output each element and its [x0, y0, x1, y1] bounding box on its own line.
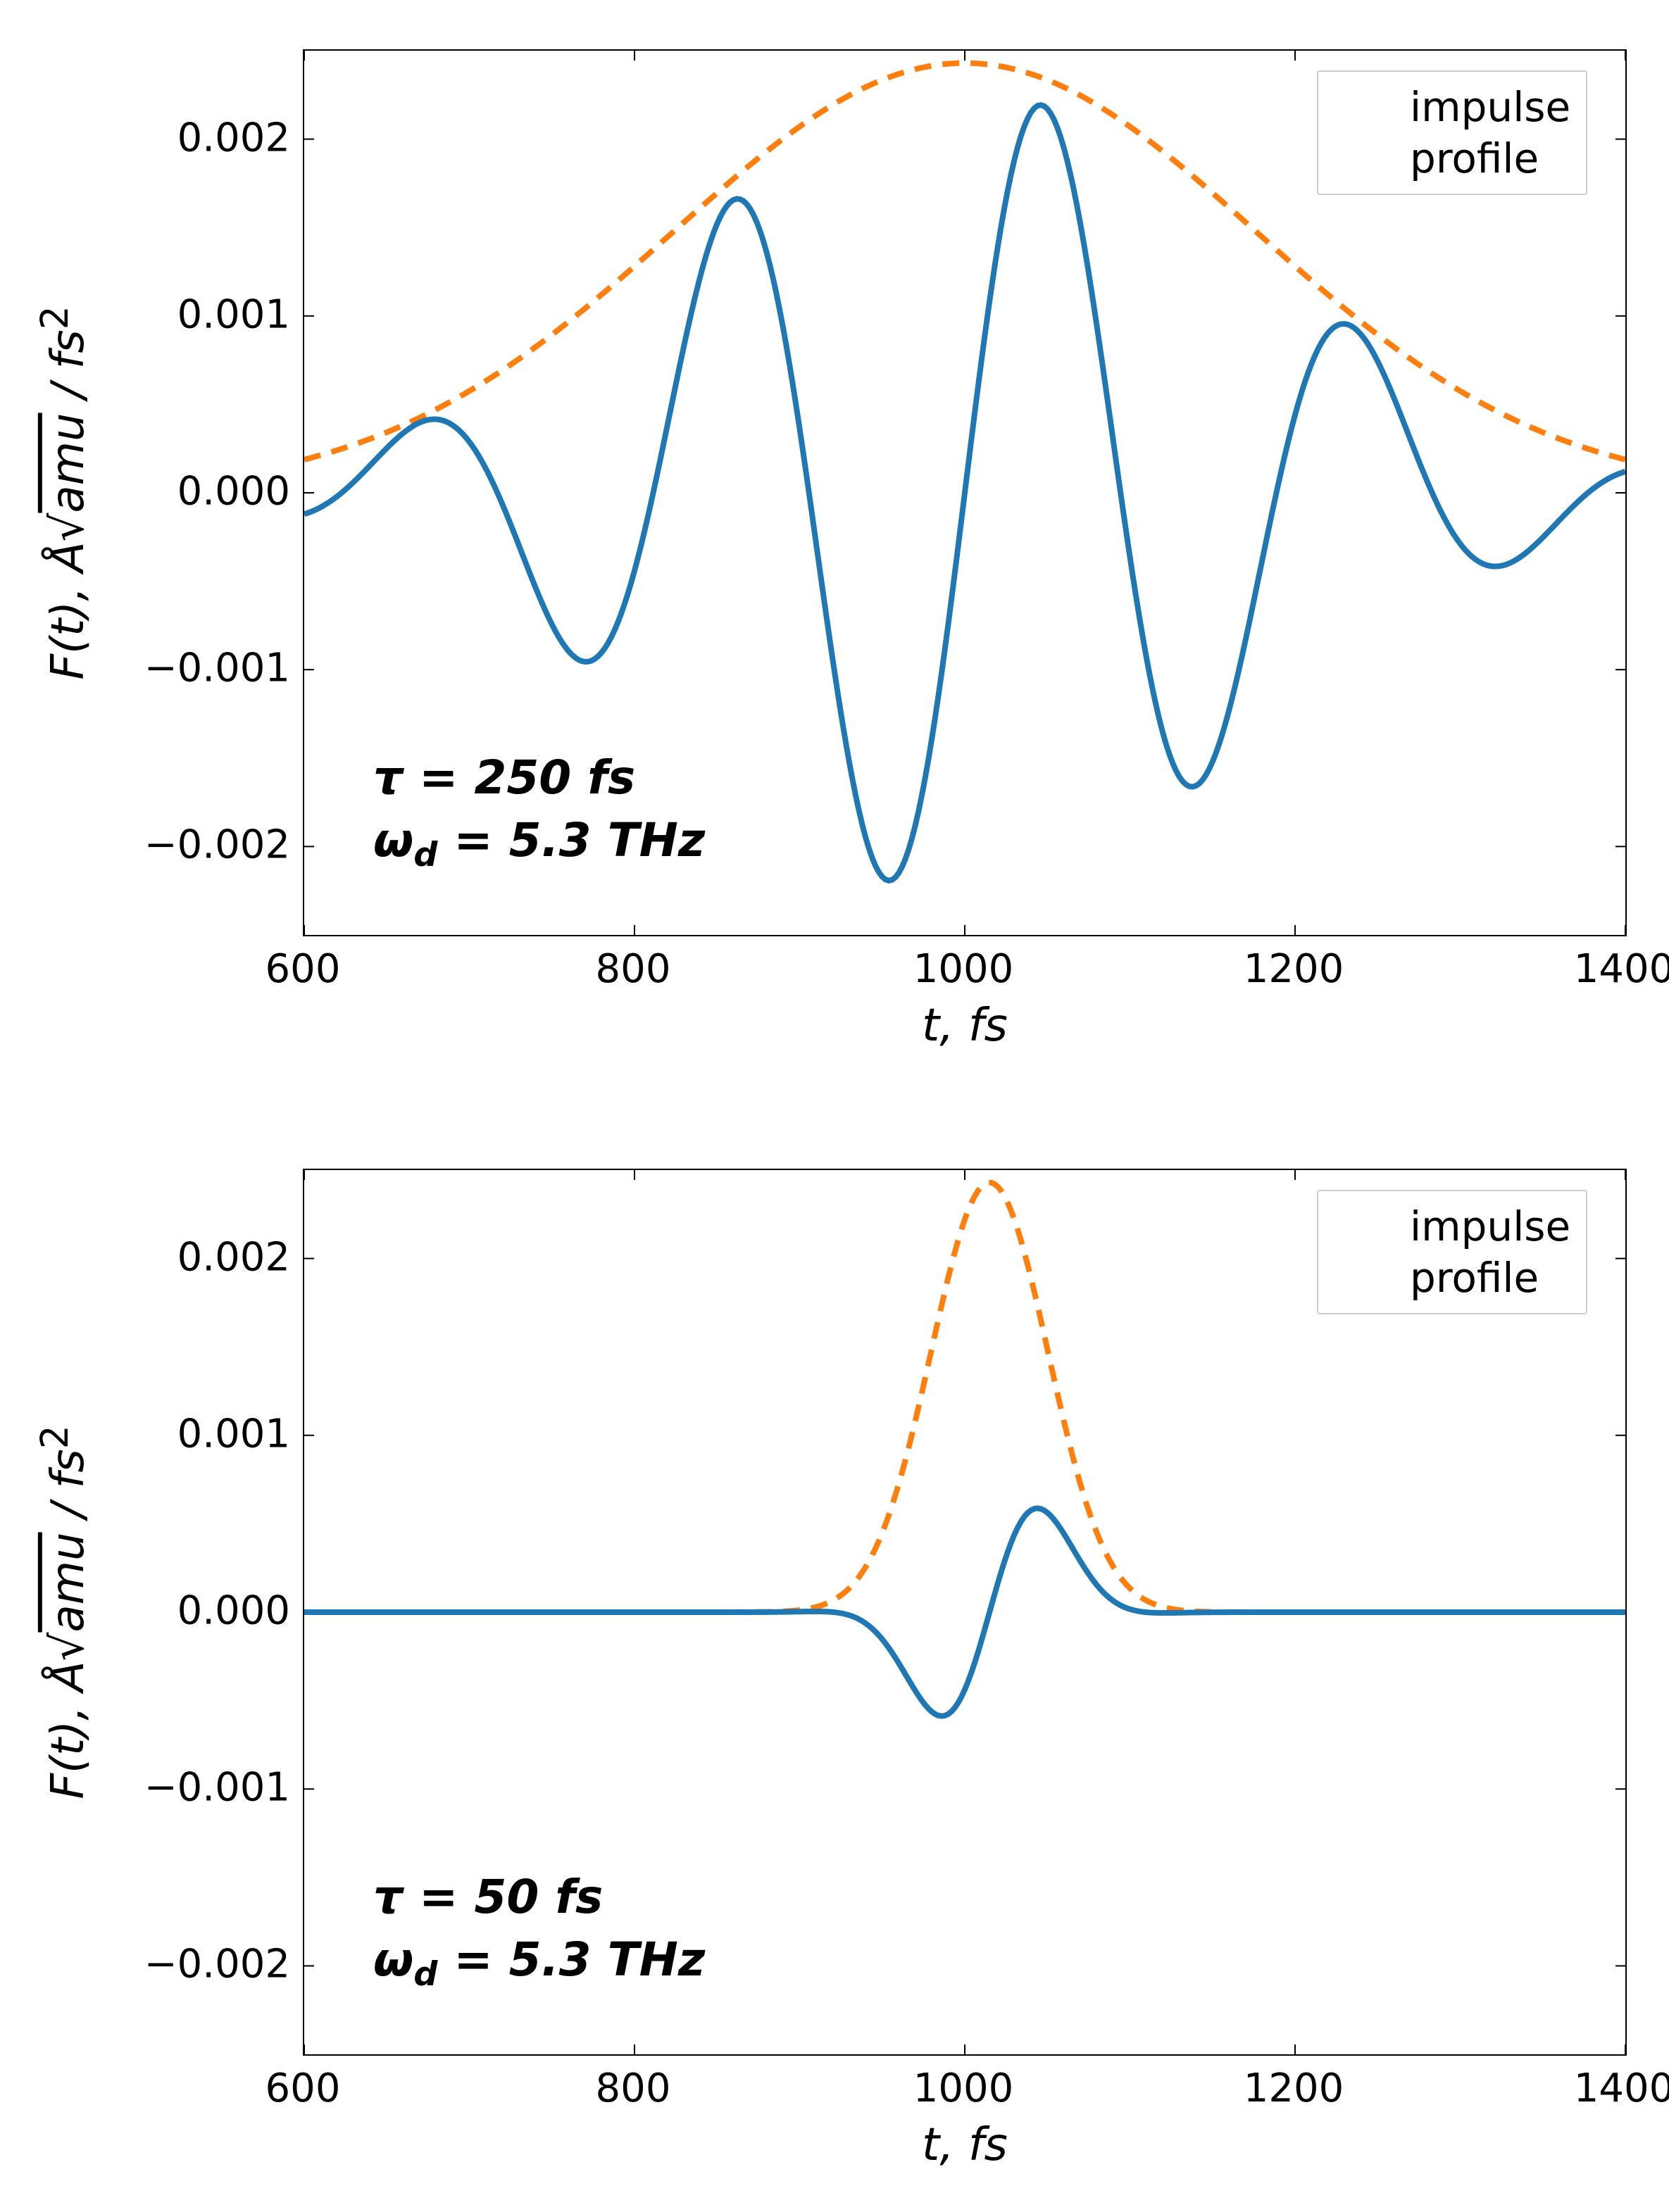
- legend-top: impulse profile: [1317, 70, 1587, 195]
- ytick-label: 0.002: [177, 115, 290, 161]
- annotation-omega-bottom: ωd = 5.3 THz: [373, 1928, 705, 1997]
- xtick-label: 1400: [1574, 2066, 1669, 2111]
- ytick-label: −0.002: [144, 822, 290, 868]
- panel-top: F(t), Å√amu / fs2 impulse: [0, 0, 1669, 1084]
- xtick-label: 800: [596, 946, 671, 992]
- legend-bottom: impulse profile: [1317, 1190, 1587, 1314]
- ylabel-bottom: F(t), Å√amu / fs2: [32, 1425, 94, 1799]
- ytick-label: 0.002: [177, 1234, 290, 1280]
- impulse-line-bottom: [304, 1508, 1625, 1716]
- ytick-label: 0.000: [177, 469, 290, 515]
- ylabel-top: F(t), Å√amu / fs2: [32, 306, 94, 679]
- xtick-label: 1200: [1244, 2066, 1344, 2111]
- legend-item-impulse: impulse: [1334, 82, 1570, 133]
- ytick-label: −0.002: [144, 1942, 290, 1987]
- legend-label-impulse: impulse: [1410, 82, 1570, 133]
- panel-bottom: F(t), Å√amu / fs2 impulse prof: [0, 1119, 1669, 2204]
- figure: F(t), Å√amu / fs2 impulse: [0, 0, 1669, 2212]
- ytick-label: −0.001: [144, 1765, 290, 1811]
- ytick-label: 0.001: [177, 1411, 290, 1457]
- xlabel-bottom: t, fs: [922, 2119, 1008, 2171]
- ytick-label: 0.001: [177, 291, 290, 337]
- xtick-label: 800: [596, 2066, 671, 2111]
- xtick-label: 1200: [1244, 946, 1344, 992]
- legend-item-profile: profile: [1334, 133, 1570, 184]
- xtick-label: 600: [265, 2066, 341, 2111]
- ytick-label: 0.000: [177, 1588, 290, 1634]
- ytick-label: −0.001: [144, 646, 290, 691]
- legend-item-impulse-b: impulse: [1334, 1201, 1570, 1252]
- xtick-label: 1000: [913, 946, 1014, 992]
- legend-label-impulse-b: impulse: [1410, 1201, 1570, 1252]
- annotation-omega-top: ωd = 5.3 THz: [373, 809, 705, 878]
- legend-label-profile: profile: [1410, 133, 1539, 184]
- xlabel-top: t, fs: [922, 1000, 1008, 1052]
- xtick-label: 600: [265, 946, 341, 992]
- annotation-tau-top: τ = 250 fs: [373, 746, 705, 809]
- annotation-bottom: τ = 50 fs ωd = 5.3 THz: [373, 1866, 705, 1997]
- xtick-label: 1400: [1574, 946, 1669, 992]
- xtick-label: 1000: [913, 2066, 1014, 2111]
- annotation-tau-bottom: τ = 50 fs: [373, 1866, 705, 1928]
- legend-item-profile-b: profile: [1334, 1252, 1570, 1304]
- legend-label-profile-b: profile: [1410, 1252, 1539, 1304]
- annotation-top: τ = 250 fs ωd = 5.3 THz: [373, 746, 705, 878]
